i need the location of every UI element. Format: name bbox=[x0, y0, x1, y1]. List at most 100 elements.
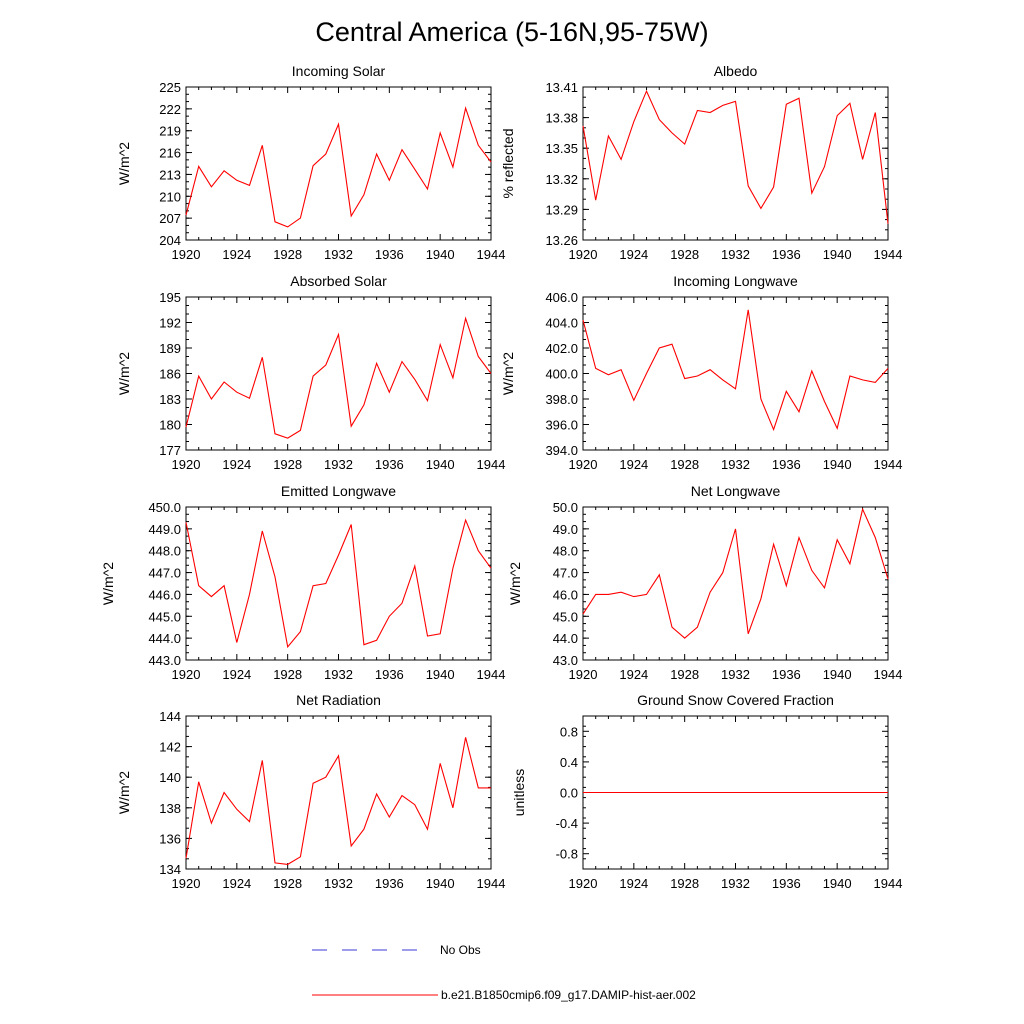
emitted-longwave-y-tick-label: 448.0 bbox=[148, 544, 181, 559]
net-longwave-y-axis-label: W/m^2 bbox=[507, 562, 523, 605]
net-longwave-y-tick-label: 43.0 bbox=[553, 653, 578, 668]
incoming-longwave-y-tick-label: 398.0 bbox=[545, 392, 578, 407]
net-longwave-x-tick-label: 1940 bbox=[823, 667, 852, 682]
incoming-longwave-y-tick-label: 404.0 bbox=[545, 316, 578, 331]
emitted-longwave-x-tick-label: 1920 bbox=[172, 667, 201, 682]
incoming-longwave-plot-frame bbox=[582, 296, 889, 451]
incoming-solar-y-tick-label: 219 bbox=[159, 124, 181, 139]
net-longwave-x-tick-label: 1924 bbox=[619, 667, 648, 682]
emitted-longwave-plot-frame bbox=[185, 506, 492, 661]
absorbed-solar-y-tick-label: 186 bbox=[159, 367, 181, 382]
albedo-y-axis-label: % reflected bbox=[500, 128, 516, 198]
emitted-longwave-x-tick-label: 1928 bbox=[273, 667, 302, 682]
absorbed-solar-x-tick-label: 1932 bbox=[324, 457, 353, 472]
absorbed-solar-y-tick-label: 192 bbox=[159, 316, 181, 331]
net-longwave-x-tick-label: 1920 bbox=[569, 667, 598, 682]
ground-snow-covered-fraction-x-tick-label: 1936 bbox=[772, 876, 801, 891]
emitted-longwave-y-tick-label: 444.0 bbox=[148, 631, 181, 646]
albedo-x-tick-label: 1932 bbox=[721, 247, 750, 262]
panel-net-radiation: 1920 1924 1928 1932 1936 1940 1944 134 136 138 140… bbox=[116, 692, 505, 891]
incoming-longwave-x-tick-label: 1932 bbox=[721, 457, 750, 472]
panels: 1920 1924 1928 1932 1936 1940 1944 204 207 210 213… bbox=[100, 63, 902, 891]
incoming-longwave-title: Incoming Longwave bbox=[673, 273, 798, 289]
albedo-y-tick-label: 13.26 bbox=[545, 233, 578, 248]
incoming-solar-y-tick-label: 210 bbox=[159, 189, 181, 204]
incoming-solar-y-tick-label: 225 bbox=[159, 80, 181, 95]
incoming-longwave-x-tick-label: 1936 bbox=[772, 457, 801, 472]
emitted-longwave-x-tick-label: 1940 bbox=[426, 667, 455, 682]
albedo-x-tick-label: 1924 bbox=[619, 247, 648, 262]
albedo-y-tick-label: 13.41 bbox=[545, 80, 578, 95]
emitted-longwave-y-tick-label: 443.0 bbox=[148, 653, 181, 668]
albedo-y-tick-label: 13.32 bbox=[545, 172, 578, 187]
incoming-solar-series-line bbox=[185, 106, 492, 228]
absorbed-solar-x-tick-label: 1920 bbox=[172, 457, 201, 472]
absorbed-solar-y-tick-label: 189 bbox=[159, 341, 181, 356]
net-radiation-title: Net Radiation bbox=[296, 692, 381, 708]
emitted-longwave-y-axis-label: W/m^2 bbox=[100, 562, 116, 605]
emitted-longwave-y-tick-label: 445.0 bbox=[148, 609, 181, 624]
net-radiation-y-axis-label: W/m^2 bbox=[116, 771, 132, 814]
incoming-longwave-x-tick-label: 1928 bbox=[670, 457, 699, 472]
net-longwave-y-tick-label: 48.0 bbox=[553, 544, 578, 559]
incoming-longwave-x-tick-label: 1944 bbox=[874, 457, 903, 472]
incoming-solar-x-tick-label: 1928 bbox=[273, 247, 302, 262]
albedo-x-tick-label: 1920 bbox=[569, 247, 598, 262]
emitted-longwave-y-tick-label: 450.0 bbox=[148, 500, 181, 515]
emitted-longwave-series-line bbox=[185, 518, 492, 649]
ground-snow-covered-fraction-x-tick-label: 1928 bbox=[670, 876, 699, 891]
incoming-longwave-y-tick-label: 394.0 bbox=[545, 443, 578, 458]
ground-snow-covered-fraction-x-tick-label: 1932 bbox=[721, 876, 750, 891]
incoming-longwave-y-tick-label: 406.0 bbox=[545, 290, 578, 305]
net-radiation-y-tick-label: 144 bbox=[159, 709, 181, 724]
legend-obs-label: No Obs bbox=[440, 943, 481, 957]
emitted-longwave-y-tick-label: 449.0 bbox=[148, 522, 181, 537]
absorbed-solar-series-line bbox=[185, 316, 492, 439]
emitted-longwave-x-tick-label: 1924 bbox=[222, 667, 251, 682]
ground-snow-covered-fraction-y-axis-label: unitless bbox=[511, 769, 527, 816]
net-radiation-x-tick-label: 1940 bbox=[426, 876, 455, 891]
incoming-solar-plot-frame bbox=[185, 86, 492, 241]
absorbed-solar-y-tick-label: 183 bbox=[159, 392, 181, 407]
emitted-longwave-x-tick-label: 1932 bbox=[324, 667, 353, 682]
incoming-longwave-y-tick-label: 396.0 bbox=[545, 418, 578, 433]
incoming-solar-x-tick-label: 1944 bbox=[477, 247, 506, 262]
incoming-solar-x-tick-label: 1940 bbox=[426, 247, 455, 262]
incoming-longwave-y-tick-label: 400.0 bbox=[545, 367, 578, 382]
net-longwave-x-tick-label: 1936 bbox=[772, 667, 801, 682]
incoming-longwave-series-line bbox=[582, 309, 889, 432]
panel-net-longwave: 1920 1924 1928 1932 1936 1940 1944 43.0 44.0 45.0… bbox=[507, 483, 902, 682]
ground-snow-covered-fraction-y-tick-label: 0.4 bbox=[560, 755, 578, 770]
net-radiation-y-tick-label: 138 bbox=[159, 801, 181, 816]
absorbed-solar-x-tick-label: 1936 bbox=[375, 457, 404, 472]
incoming-solar-y-tick-label: 204 bbox=[159, 233, 181, 248]
ground-snow-covered-fraction-y-tick-label: 0.0 bbox=[560, 786, 578, 801]
net-radiation-y-tick-label: 140 bbox=[159, 770, 181, 785]
absorbed-solar-y-tick-label: 195 bbox=[159, 290, 181, 305]
incoming-longwave-x-tick-label: 1940 bbox=[823, 457, 852, 472]
net-longwave-y-tick-label: 50.0 bbox=[553, 500, 578, 515]
incoming-longwave-y-axis-label: W/m^2 bbox=[500, 352, 516, 395]
ground-snow-covered-fraction-y-tick-label: -0.8 bbox=[556, 847, 578, 862]
ground-snow-covered-fraction-title: Ground Snow Covered Fraction bbox=[637, 692, 834, 708]
absorbed-solar-plot-frame bbox=[185, 296, 492, 451]
panel-ground-snow-covered-fraction: 1920 1924 1928 1932 1936 1940 1944 -0.8 -0.4 0.0 0… bbox=[511, 692, 902, 891]
albedo-x-tick-label: 1944 bbox=[874, 247, 903, 262]
albedo-y-tick-label: 13.29 bbox=[545, 202, 578, 217]
incoming-solar-y-tick-label: 216 bbox=[159, 146, 181, 161]
net-radiation-series-line bbox=[185, 737, 491, 865]
net-longwave-x-tick-label: 1928 bbox=[670, 667, 699, 682]
panel-emitted-longwave: 1920 1924 1928 1932 1936 1940 1944 443.0 444.0 44… bbox=[100, 483, 505, 682]
legend-model-label: b.e21.B1850cmip6.f09_g17.DAMIP-hist-aer.… bbox=[441, 988, 696, 1002]
incoming-longwave-y-tick-label: 402.0 bbox=[545, 341, 578, 356]
net-longwave-title: Net Longwave bbox=[691, 483, 781, 499]
panel-incoming-longwave: 1920 1924 1928 1932 1936 1940 1944 394.0 396.0 39… bbox=[500, 273, 902, 472]
absorbed-solar-title: Absorbed Solar bbox=[290, 273, 387, 289]
net-longwave-y-tick-label: 45.0 bbox=[553, 609, 578, 624]
albedo-y-tick-label: 13.38 bbox=[545, 111, 578, 126]
absorbed-solar-y-tick-label: 180 bbox=[159, 418, 181, 433]
ground-snow-covered-fraction-y-tick-label: -0.4 bbox=[556, 816, 578, 831]
figure-title: Central America (5-16N,95-75W) bbox=[315, 17, 708, 47]
incoming-solar-y-tick-label: 207 bbox=[159, 211, 181, 226]
